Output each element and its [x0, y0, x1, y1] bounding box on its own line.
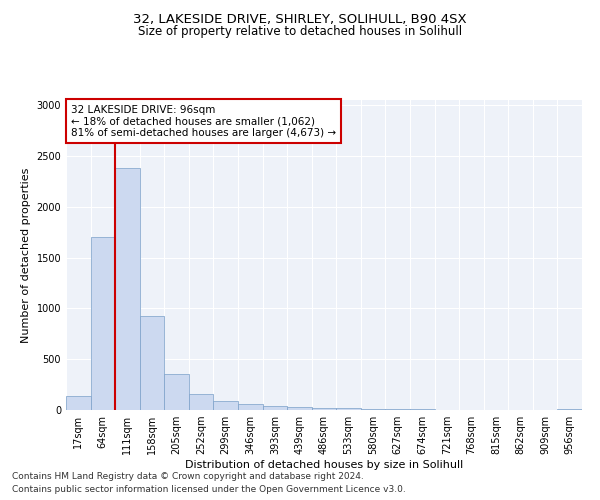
Text: Contains HM Land Registry data © Crown copyright and database right 2024.: Contains HM Land Registry data © Crown c…: [12, 472, 364, 481]
Bar: [164, 374, 189, 410]
Text: Contains public sector information licensed under the Open Government Licence v3: Contains public sector information licen…: [12, 485, 406, 494]
Bar: [336, 408, 361, 410]
Bar: [91, 237, 115, 410]
Bar: [263, 406, 287, 410]
Bar: [140, 316, 164, 410]
Bar: [214, 401, 238, 410]
Text: 32, LAKESIDE DRIVE, SHIRLEY, SOLIHULL, B90 4SX: 32, LAKESIDE DRIVE, SHIRLEY, SOLIHULL, B…: [133, 12, 467, 26]
Bar: [189, 394, 214, 410]
Bar: [287, 407, 312, 410]
Bar: [238, 404, 263, 410]
Bar: [361, 409, 385, 410]
Text: Size of property relative to detached houses in Solihull: Size of property relative to detached ho…: [138, 25, 462, 38]
Bar: [66, 396, 91, 410]
Bar: [312, 408, 336, 410]
X-axis label: Distribution of detached houses by size in Solihull: Distribution of detached houses by size …: [185, 460, 463, 470]
Bar: [115, 168, 140, 410]
Y-axis label: Number of detached properties: Number of detached properties: [21, 168, 31, 342]
Text: 32 LAKESIDE DRIVE: 96sqm
← 18% of detached houses are smaller (1,062)
81% of sem: 32 LAKESIDE DRIVE: 96sqm ← 18% of detach…: [71, 104, 336, 138]
Bar: [385, 409, 410, 410]
